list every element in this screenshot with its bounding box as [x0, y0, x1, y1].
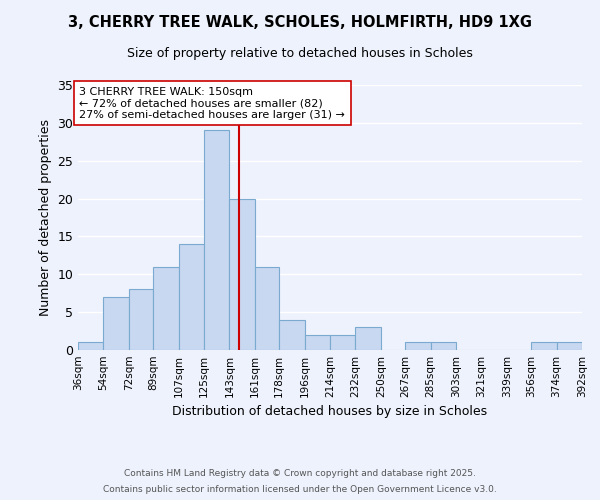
Bar	[405, 342, 431, 350]
Bar	[431, 342, 456, 350]
Bar	[153, 266, 179, 350]
Text: Size of property relative to detached houses in Scholes: Size of property relative to detached ho…	[127, 48, 473, 60]
Bar	[78, 342, 103, 350]
Text: 3 CHERRY TREE WALK: 150sqm
← 72% of detached houses are smaller (82)
27% of semi: 3 CHERRY TREE WALK: 150sqm ← 72% of deta…	[79, 86, 345, 120]
Bar	[557, 342, 582, 350]
Bar	[255, 266, 279, 350]
Bar	[103, 297, 129, 350]
Bar	[229, 198, 255, 350]
Bar	[279, 320, 305, 350]
Text: 3, CHERRY TREE WALK, SCHOLES, HOLMFIRTH, HD9 1XG: 3, CHERRY TREE WALK, SCHOLES, HOLMFIRTH,…	[68, 15, 532, 30]
Text: Contains HM Land Registry data © Crown copyright and database right 2025.: Contains HM Land Registry data © Crown c…	[124, 468, 476, 477]
Bar	[355, 328, 381, 350]
Y-axis label: Number of detached properties: Number of detached properties	[39, 119, 52, 316]
Bar	[330, 335, 355, 350]
X-axis label: Distribution of detached houses by size in Scholes: Distribution of detached houses by size …	[172, 406, 488, 418]
Text: Contains public sector information licensed under the Open Government Licence v3: Contains public sector information licen…	[103, 485, 497, 494]
Bar	[129, 290, 153, 350]
Bar	[179, 244, 204, 350]
Bar	[305, 335, 330, 350]
Bar	[531, 342, 557, 350]
Bar	[204, 130, 229, 350]
